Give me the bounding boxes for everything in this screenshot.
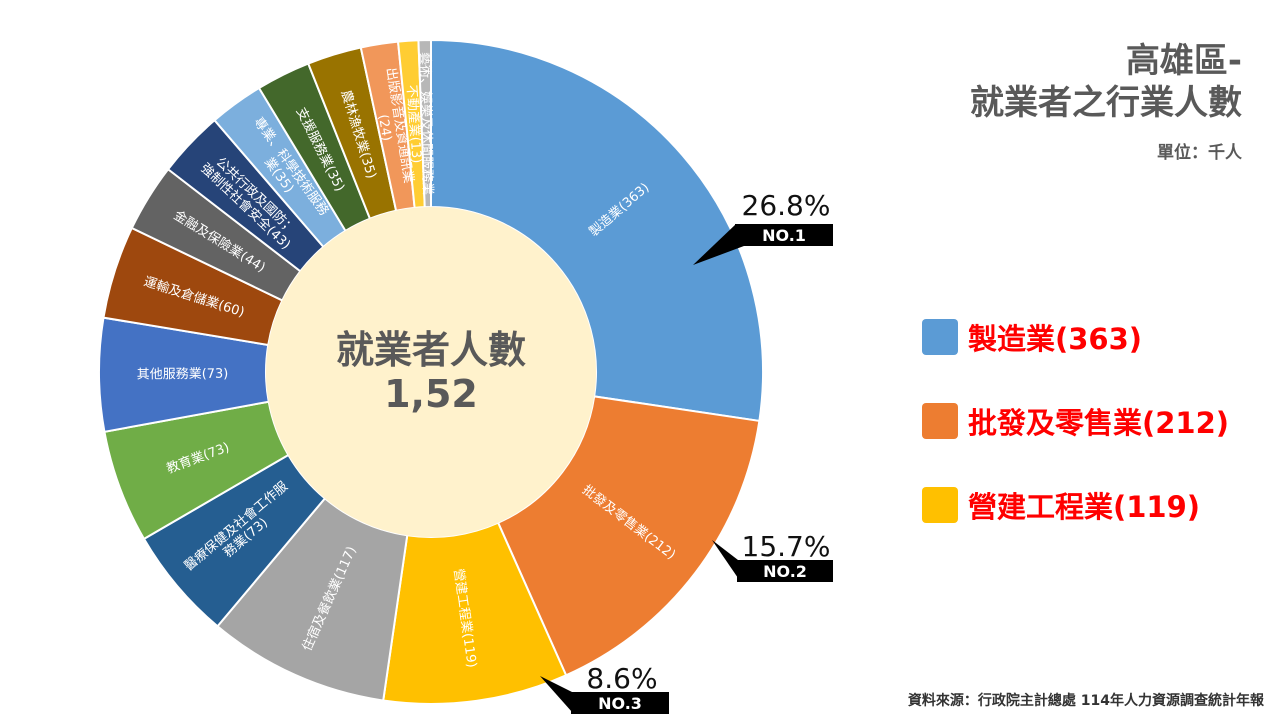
unit-label: 單位：千人 <box>1157 143 1242 163</box>
legend-item-manufacturing: 製造業(363) <box>922 318 1229 356</box>
slice-label: 其他服務業(73) <box>137 365 229 382</box>
callout-percent: 26.8% <box>742 189 831 222</box>
legend-swatch <box>922 487 958 523</box>
source-note: 資料來源：行政院主計總處 114年人力資源調查統計年報 <box>907 693 1264 709</box>
callout-no2: 15.7% NO.2 <box>712 530 833 582</box>
donut-slices <box>98 38 764 705</box>
callout-rank: NO.3 <box>598 694 642 713</box>
slice-label-line: 其他服務業(73) <box>137 365 229 382</box>
legend-label: 製造業(363) <box>968 322 1143 356</box>
callout-rank: NO.2 <box>763 562 807 581</box>
slice-label-line: 藝術、娛樂及休閒服務業 <box>417 52 436 195</box>
callout-rank-box <box>571 692 669 714</box>
chart-title-line-2: 就業者之行業人數 <box>970 83 1242 123</box>
callout-percent: 8.6% <box>586 662 657 695</box>
center-value: 1,52 <box>384 372 478 416</box>
chart-title-block: 高雄區- 就業者之行業人數 單位：千人 <box>970 40 1242 163</box>
legend-item-construction: 營建工程業(119) <box>922 486 1229 524</box>
callout-rank-box <box>737 560 833 582</box>
legend: 製造業(363) 批發及零售業(212) 營建工程業(119) <box>922 318 1229 570</box>
callout-rank-box <box>735 224 833 246</box>
slice-label: 藝術、娛樂及休閒服務業 <box>417 52 436 195</box>
legend-item-wholesale-retail: 批發及零售業(212) <box>922 402 1229 440</box>
callout-no1: 26.8% NO.1 <box>693 189 833 265</box>
callout-percent: 15.7% <box>742 530 831 563</box>
center-title: 就業者人數 <box>336 328 526 372</box>
slice-label: 不動產業(13) <box>404 84 425 164</box>
legend-swatch <box>922 403 958 439</box>
callout-pointer <box>540 676 572 712</box>
legend-label: 營建工程業(119) <box>968 490 1201 524</box>
legend-swatch <box>922 319 958 355</box>
chart-title-line-1: 高雄區- <box>1125 41 1242 81</box>
callout-rank: NO.1 <box>762 226 806 245</box>
callout-pointer <box>712 540 738 578</box>
callout-no3: 8.6% NO.3 <box>540 662 669 714</box>
slice-label-line: (24) <box>375 113 394 142</box>
center-circle <box>266 207 596 537</box>
slice-label-line: 不動產業(13) <box>404 84 425 164</box>
legend-label: 批發及零售業(212) <box>968 406 1230 440</box>
